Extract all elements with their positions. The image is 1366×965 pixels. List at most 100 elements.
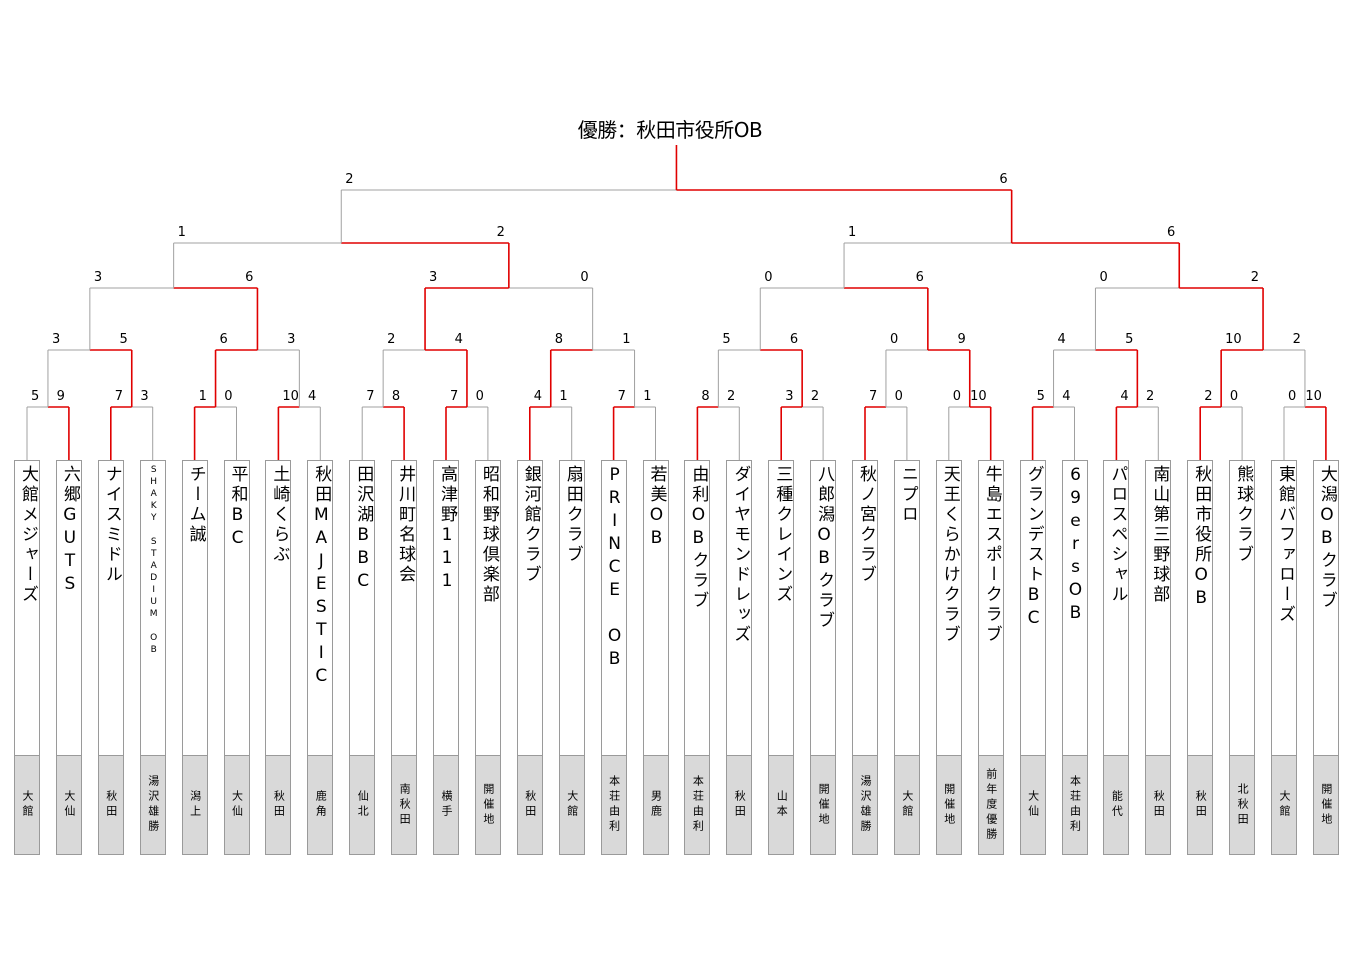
- score-label: 5: [31, 389, 39, 404]
- team-name: 八郎潟OBクラブ: [814, 465, 835, 631]
- region-box: 本荘由利: [600, 755, 627, 855]
- score-label: 7: [366, 389, 374, 404]
- team-region: 鹿角: [314, 790, 328, 820]
- team-region: 秋田: [523, 790, 537, 820]
- region-box: 大仙: [223, 755, 250, 855]
- score-label: 1: [643, 389, 651, 404]
- score-label: 0: [1099, 270, 1107, 285]
- score-label: 2: [345, 172, 353, 187]
- score-label: 7: [869, 389, 877, 404]
- team-box: 由利OBクラブ: [684, 460, 711, 755]
- team-region: 男鹿: [649, 790, 663, 820]
- team-name: 銀河館クラブ: [520, 465, 541, 585]
- team-region: 開催地: [481, 782, 495, 828]
- team-region: 横手: [440, 790, 453, 820]
- team-region: 開催地: [1319, 782, 1333, 828]
- team-region: 南秋田: [398, 782, 412, 828]
- team-name: 昭和野球倶楽部: [478, 465, 499, 605]
- score-label: 2: [497, 225, 505, 240]
- team-region: 大仙: [230, 790, 244, 820]
- team-box: 秋田MAJESTIC: [307, 460, 334, 755]
- score-label: 7: [450, 389, 458, 404]
- team-region: 能代: [1110, 790, 1124, 820]
- score-label: 5: [119, 332, 127, 347]
- score-label: 6: [245, 270, 253, 285]
- region-box: 開催地: [1312, 755, 1339, 855]
- team-box: PRINCE OB: [600, 460, 627, 755]
- score-label: 0: [1230, 389, 1238, 404]
- team-name: 秋田市役所OB: [1191, 465, 1212, 611]
- region-box: 仙北: [349, 755, 376, 855]
- team-name: 由利OBクラブ: [688, 465, 709, 611]
- region-box: 横手: [433, 755, 459, 855]
- team-name: 土崎くらぶ: [269, 465, 290, 565]
- team-region: 仙北: [356, 790, 370, 820]
- score-label: 1: [199, 389, 207, 404]
- team-name: グランデストBC: [1023, 465, 1044, 631]
- score-label: 5: [1037, 389, 1045, 404]
- team-box: 秋ノ宮クラブ: [852, 460, 878, 755]
- region-box: 大館: [893, 755, 920, 855]
- team-region: 大館: [900, 790, 914, 820]
- team-box: 69ersOB: [1061, 460, 1088, 755]
- team-box: 南山第三野球部: [1145, 460, 1172, 755]
- region-box: 湯沢雄勝: [852, 755, 878, 855]
- team-box: パロスペシャル: [1103, 460, 1130, 755]
- region-box: 本荘由利: [684, 755, 711, 855]
- team-name: 秋田MAJESTIC: [311, 465, 332, 689]
- region-box: 大館: [1271, 755, 1297, 855]
- team-box: 六郷GUTS: [55, 460, 82, 755]
- team-box: 井川町名球会: [391, 460, 418, 755]
- score-label: 0: [890, 332, 898, 347]
- team-box: 銀河館クラブ: [516, 460, 543, 755]
- team-region: 秋田: [733, 790, 747, 820]
- score-label: 0: [764, 270, 772, 285]
- score-label: 9: [957, 332, 965, 347]
- score-label: 0: [580, 270, 588, 285]
- region-box: 秋田: [265, 755, 292, 855]
- champion-title: 優勝：秋田市役所OB: [577, 118, 763, 142]
- team-box: 牛島エスポークラブ: [977, 460, 1004, 755]
- team-name: 天王くらかけクラブ: [939, 465, 960, 645]
- score-label: 2: [387, 332, 395, 347]
- team-box: グランデストBC: [1019, 460, 1046, 755]
- score-label: 2: [811, 389, 819, 404]
- team-box: 扇田クラブ: [558, 460, 585, 755]
- team-region: 前年度優勝: [984, 767, 998, 843]
- team-box: 昭和野球倶楽部: [474, 460, 501, 755]
- score-label: 6: [1167, 225, 1175, 240]
- region-box: 大仙: [1019, 755, 1046, 855]
- team-region: 大仙: [1026, 790, 1040, 820]
- team-region: 大館: [1278, 790, 1291, 820]
- region-box: 開催地: [810, 755, 837, 855]
- team-box: 大館メジャーズ: [14, 460, 40, 755]
- score-label: 2: [727, 389, 735, 404]
- team-box: 田沢湖BBC: [349, 460, 376, 755]
- score-label: 10: [970, 389, 987, 404]
- region-box: 鹿角: [307, 755, 334, 855]
- team-name: チーム誠: [185, 465, 206, 545]
- score-label: 6: [220, 332, 228, 347]
- score-label: 10: [1225, 332, 1242, 347]
- score-label: 1: [848, 225, 856, 240]
- region-box: 南秋田: [391, 755, 418, 855]
- score-label: 2: [1293, 332, 1301, 347]
- team-name: 田沢湖BBC: [353, 465, 374, 594]
- region-box: 秋田: [726, 755, 753, 855]
- team-box: 若美OB: [642, 460, 669, 755]
- region-box: 大館: [14, 755, 40, 855]
- team-name: 六郷GUTS: [59, 465, 80, 597]
- team-region: 秋田: [1152, 790, 1166, 820]
- team-box: 熊球クラブ: [1229, 460, 1256, 755]
- score-label: 0: [1288, 389, 1296, 404]
- region-box: 秋田: [1187, 755, 1214, 855]
- team-region: 湯沢雄勝: [146, 775, 160, 835]
- team-box: チーム誠: [181, 460, 208, 755]
- score-label: 3: [287, 332, 295, 347]
- team-region: 大館: [565, 790, 579, 820]
- team-region: 大館: [21, 790, 34, 820]
- team-name: 大潟OBクラブ: [1316, 465, 1337, 611]
- region-box: 開催地: [474, 755, 501, 855]
- region-box: 男鹿: [642, 755, 669, 855]
- score-label: 8: [555, 332, 563, 347]
